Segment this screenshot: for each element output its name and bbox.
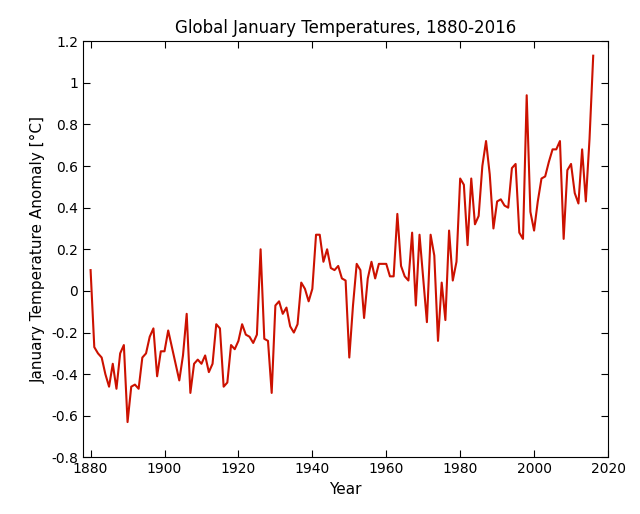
Y-axis label: January Temperature Anomaly [°C]: January Temperature Anomaly [°C] xyxy=(31,116,46,383)
Title: Global January Temperatures, 1880-2016: Global January Temperatures, 1880-2016 xyxy=(175,19,516,37)
X-axis label: Year: Year xyxy=(330,482,362,497)
